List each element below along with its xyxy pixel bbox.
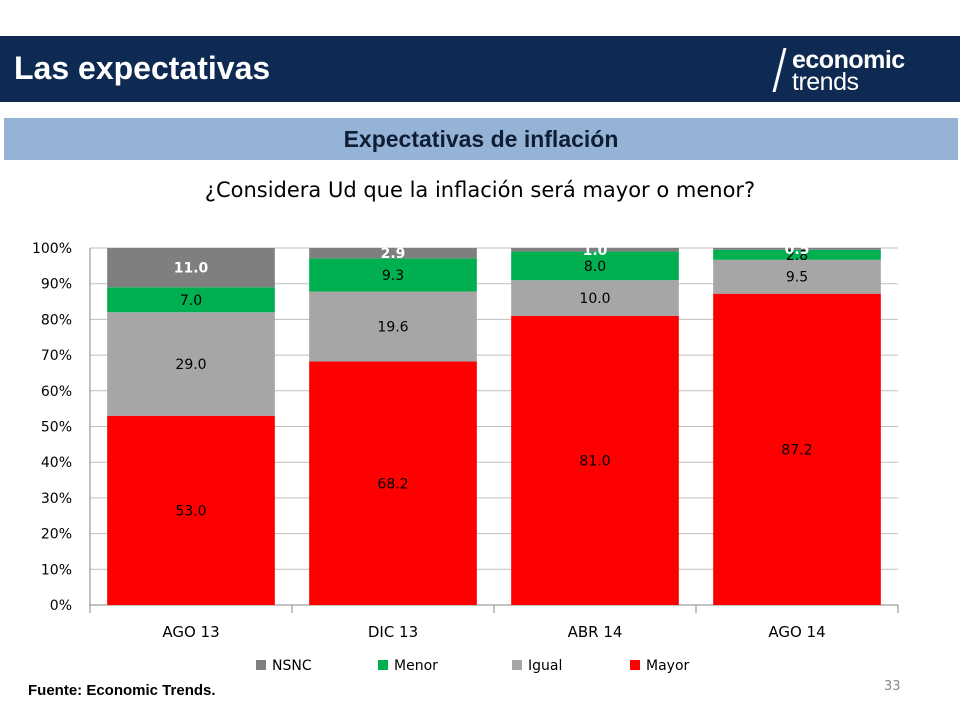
data-label-igual: 9.5 xyxy=(786,270,808,286)
bar-segment-menor xyxy=(511,251,679,281)
data-label-igual: 19.6 xyxy=(377,320,408,336)
legend-swatch-mayor xyxy=(630,660,640,670)
x-tick-label: DIC 13 xyxy=(368,623,418,641)
bar-segment-igual xyxy=(713,259,881,294)
x-tick-label: AGO 14 xyxy=(768,623,825,641)
bar-segment-menor xyxy=(107,287,275,313)
legend-swatch-menor xyxy=(378,660,388,670)
y-tick-label: 60% xyxy=(41,384,72,400)
data-label-nsnc: 2.9 xyxy=(381,246,406,262)
data-label-mayor: 81.0 xyxy=(579,453,610,469)
data-label-menor: 8.0 xyxy=(584,259,606,275)
header-bar: Las expectativas economic trends xyxy=(0,36,960,102)
data-label-igual: 10.0 xyxy=(579,291,610,307)
y-tick-label: 10% xyxy=(41,562,72,578)
legend-label-igual: Igual xyxy=(528,658,562,674)
source-note: Fuente: Economic Trends. xyxy=(28,682,216,699)
bar-segment-menor xyxy=(309,258,477,292)
y-tick-label: 100% xyxy=(32,241,72,257)
data-label-menor: 7.0 xyxy=(180,293,202,309)
data-label-mayor: 87.2 xyxy=(781,442,812,458)
economic-trends-logo: economic trends xyxy=(772,44,948,96)
bar-segment-mayor xyxy=(511,315,679,605)
bar-segment-igual xyxy=(107,312,275,416)
slide-title: Las expectativas xyxy=(14,50,271,86)
bar-segment-nsnc xyxy=(107,248,275,288)
bar-segment-igual xyxy=(511,280,679,316)
data-label-menor: 9.3 xyxy=(382,268,404,284)
x-tick-label: AGO 13 xyxy=(162,623,219,641)
y-tick-label: 20% xyxy=(41,527,72,543)
bar-segment-mayor xyxy=(107,415,275,605)
subtitle-bar: Expectativas de inflación xyxy=(4,118,958,160)
legend-label-mayor: Mayor xyxy=(646,658,690,674)
data-label-menor: 2.8 xyxy=(786,248,808,264)
data-label-nsnc: 0.5 xyxy=(785,242,810,258)
bar-segment-mayor xyxy=(309,361,477,605)
bar-segment-nsnc xyxy=(713,248,881,250)
data-label-igual: 29.0 xyxy=(175,357,206,373)
data-label-nsnc: 1.0 xyxy=(583,243,608,259)
bar-segment-mayor xyxy=(713,293,881,605)
data-label-mayor: 53.0 xyxy=(175,503,206,519)
y-tick-label: 70% xyxy=(41,348,72,364)
bar-segment-nsnc xyxy=(309,248,477,259)
y-tick-label: 50% xyxy=(41,420,72,436)
logo-text-economic: economic xyxy=(792,46,905,74)
legend-swatch-igual xyxy=(512,660,522,670)
legend-swatch-nsnc xyxy=(256,660,266,670)
page-number: 33 xyxy=(884,679,901,694)
x-tick-label: ABR 14 xyxy=(568,623,623,641)
section-subtitle: Expectativas de inflación xyxy=(343,126,619,152)
logo-text-trends: trends xyxy=(792,68,859,96)
legend-label-menor: Menor xyxy=(394,658,438,674)
legend-label-nsnc: NSNC xyxy=(272,658,312,674)
bar-segment-nsnc xyxy=(511,248,679,252)
y-tick-label: 90% xyxy=(41,277,72,293)
y-tick-label: 30% xyxy=(41,491,72,507)
bar-segment-menor xyxy=(713,249,881,260)
y-tick-label: 0% xyxy=(50,598,72,614)
chart-title: ¿Considera Ud que la inflación será mayo… xyxy=(204,178,756,202)
data-label-nsnc: 11.0 xyxy=(174,261,209,277)
data-label-mayor: 68.2 xyxy=(377,476,408,492)
y-tick-label: 40% xyxy=(41,455,72,471)
y-tick-label: 80% xyxy=(41,312,72,328)
bar-segment-igual xyxy=(309,291,477,362)
